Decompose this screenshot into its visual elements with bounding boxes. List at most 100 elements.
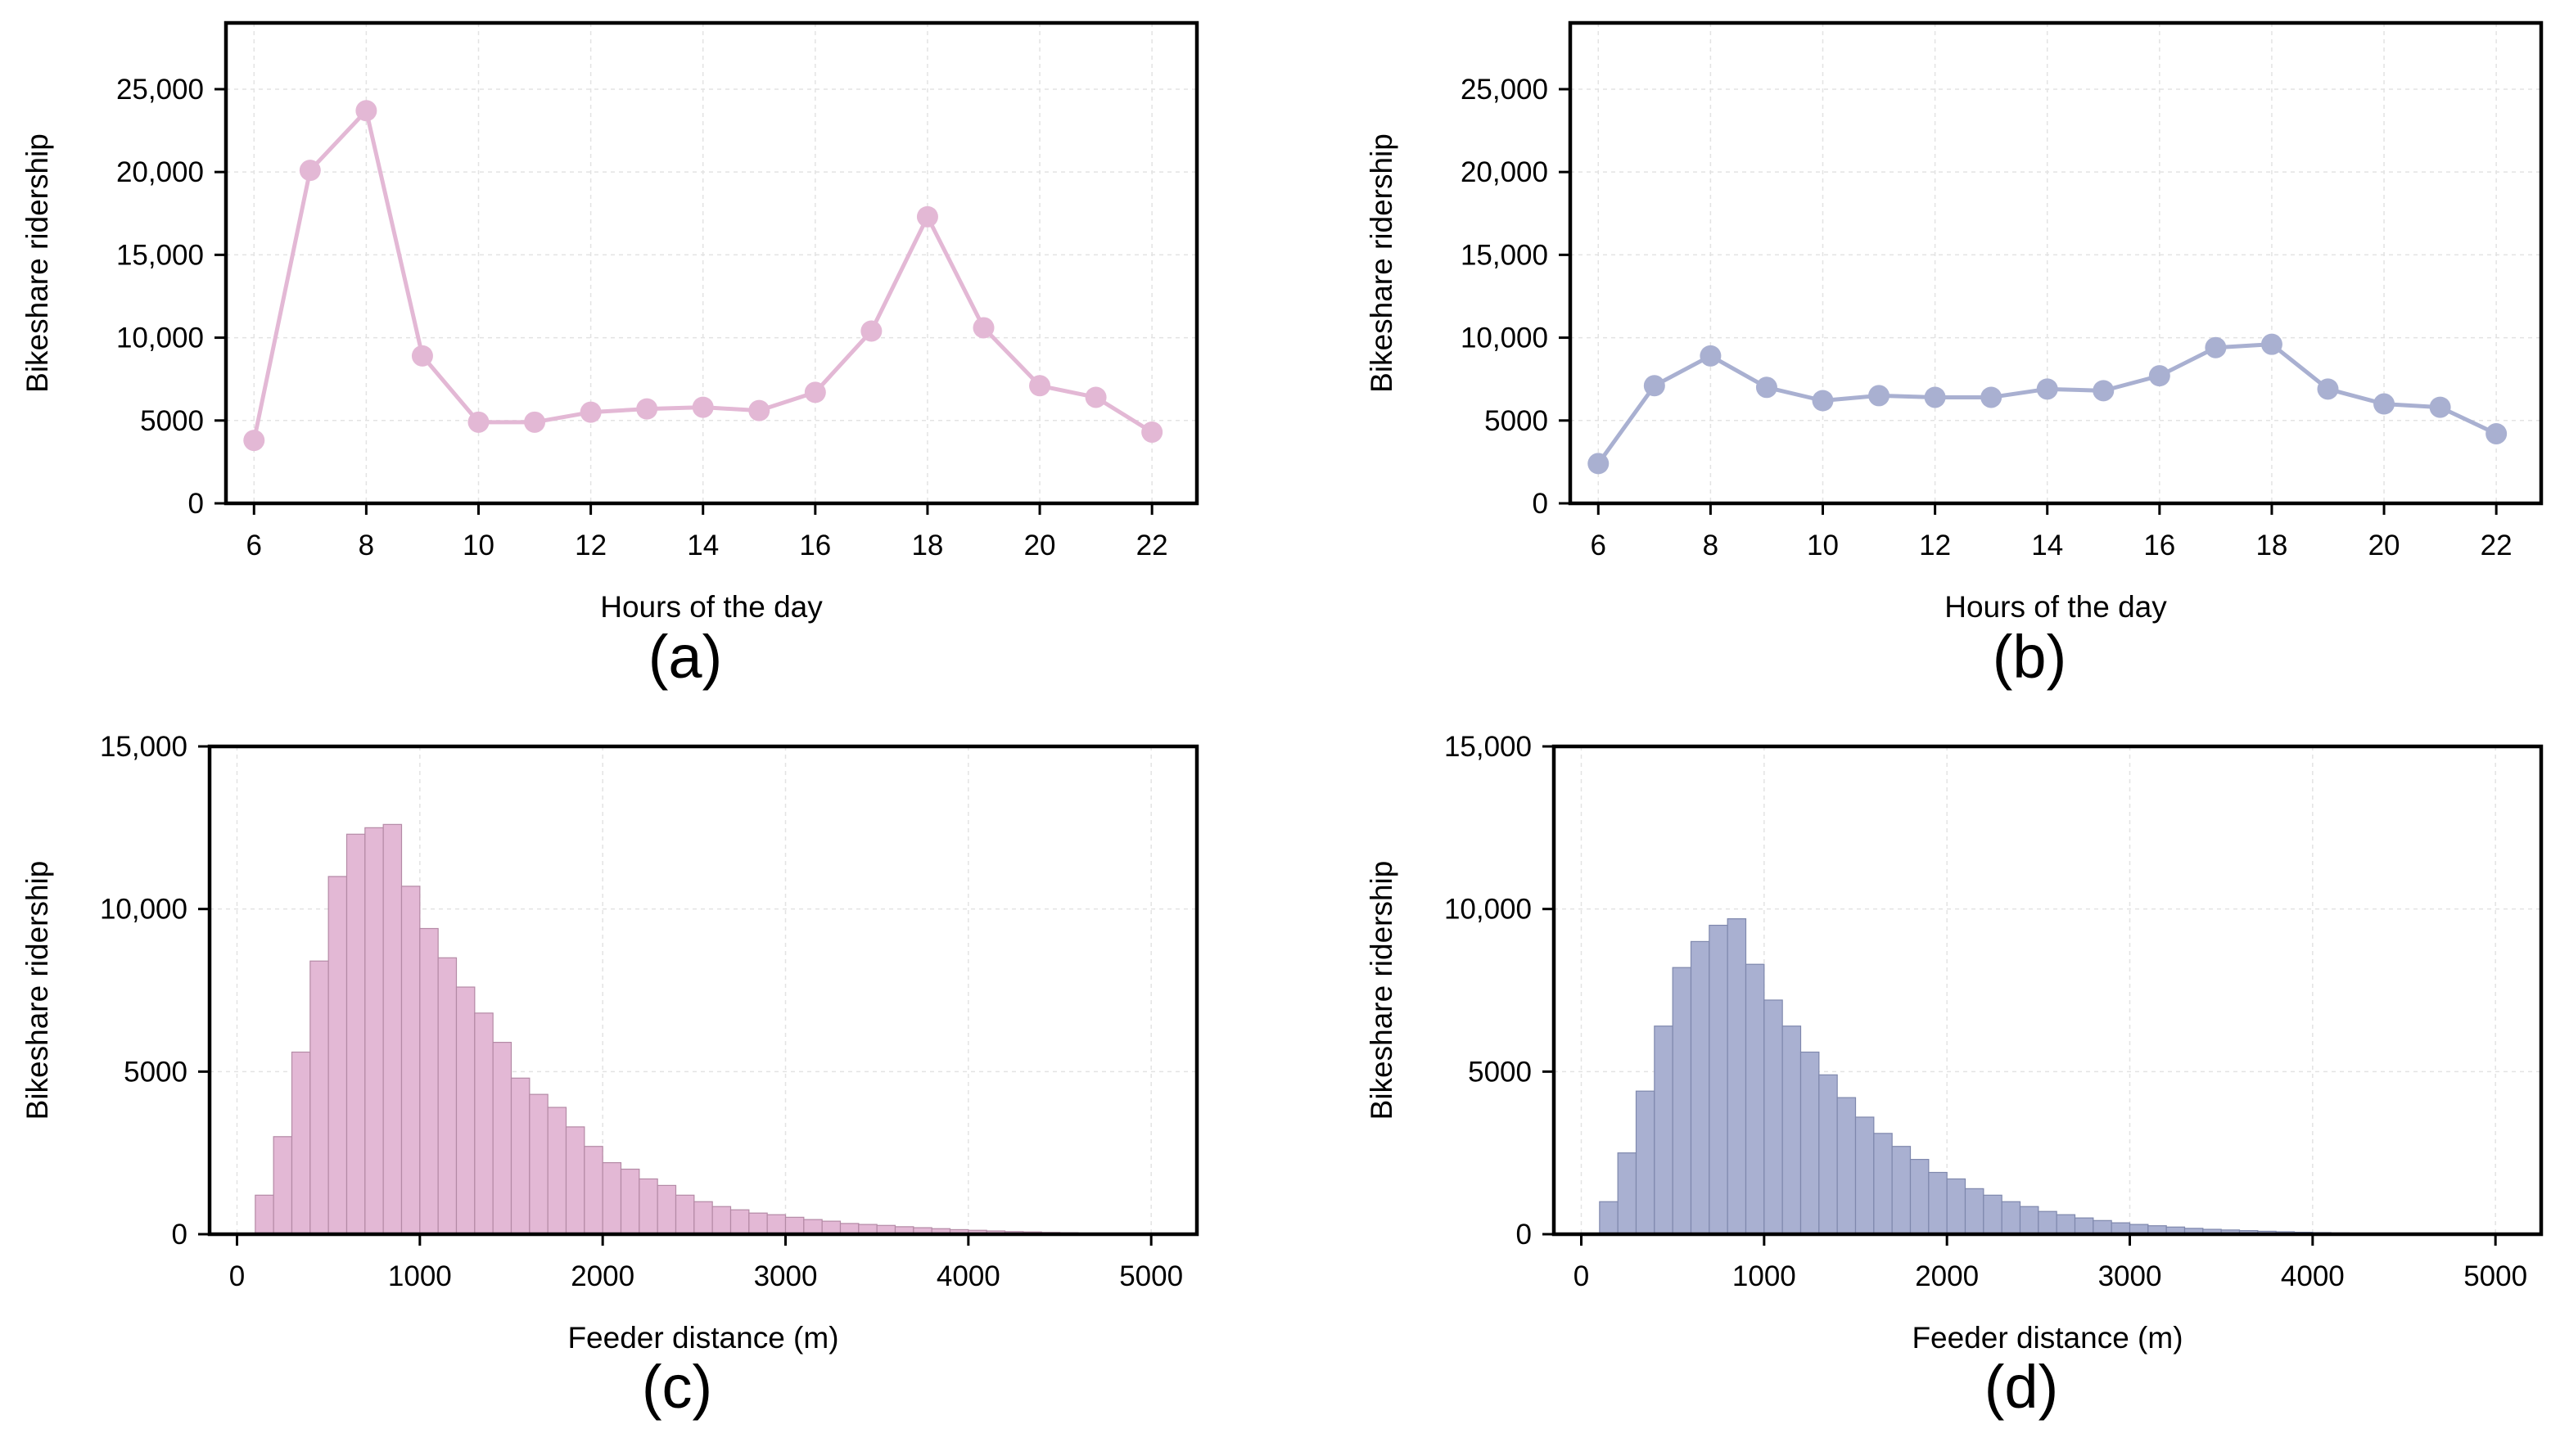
data-point: [1700, 345, 1722, 367]
data-point: [860, 320, 883, 342]
histogram-bar: [748, 1212, 768, 1235]
x-tick-label: 5000: [1119, 1260, 1183, 1292]
x-axis-label: Feeder distance (m): [567, 1321, 838, 1355]
histogram-bar: [1818, 1074, 1838, 1235]
panel-letter: (b): [1993, 623, 2066, 691]
data-point: [2093, 380, 2115, 402]
x-tick-label: 14: [687, 530, 719, 561]
data-point: [636, 398, 658, 420]
x-tick-label: 1000: [388, 1260, 452, 1292]
histogram-bar: [2038, 1210, 2057, 1235]
data-point: [1924, 386, 1946, 408]
x-tick-label: 2000: [571, 1260, 634, 1292]
data-point: [2036, 378, 2058, 400]
x-tick-label: 3000: [2098, 1260, 2162, 1292]
histogram-bar: [419, 927, 439, 1235]
panel-a: 6 8 10 12 14 16 18 20 22 0 5000 10,000 15,000 20,000 2…: [20, 20, 1199, 691]
histogram-bar: [364, 827, 384, 1235]
histogram-bar: [711, 1206, 732, 1235]
axes-frame: [1551, 744, 2544, 1237]
x-axis-label: Hours of the day: [1944, 590, 2167, 624]
data-point: [973, 317, 995, 339]
histogram-bar: [821, 1220, 842, 1235]
histogram-bar: [2001, 1201, 2021, 1235]
data-point: [1643, 375, 1665, 397]
histogram-bar: [729, 1209, 750, 1235]
x-tick-label: 18: [911, 530, 943, 561]
data-point: [524, 411, 546, 433]
panel-letter: (c): [642, 1353, 712, 1421]
y-tick-label: 0: [172, 1219, 187, 1251]
histogram-bar: [1946, 1178, 1966, 1235]
histogram-bar: [1799, 1051, 1820, 1235]
histogram-bar: [529, 1093, 549, 1235]
x-tick-label: 0: [229, 1260, 245, 1292]
y-tick-label: 25,000: [1461, 74, 1548, 106]
histogram-bar: [1964, 1188, 1984, 1235]
histogram-bar: [255, 1194, 274, 1235]
histogram-bar: [1654, 1026, 1673, 1235]
data-point: [1029, 375, 1051, 397]
x-tick-label: 1000: [1732, 1260, 1796, 1292]
y-tick-label: 5000: [1468, 1056, 1532, 1088]
histogram-bar: [1727, 917, 1747, 1235]
histogram-bar: [803, 1219, 823, 1235]
x-tick-label: 16: [799, 530, 831, 561]
x-tick-label: 6: [1591, 530, 1606, 561]
y-tick-label: 15,000: [100, 731, 187, 763]
y-tick-label: 10,000: [1461, 322, 1548, 354]
data-point: [1141, 421, 1163, 443]
y-axis-label: Bikeshare ridership: [20, 133, 54, 393]
x-tick-label: 4000: [937, 1260, 1000, 1292]
x-tick-label: 4000: [2281, 1260, 2345, 1292]
data-point: [916, 205, 938, 228]
x-tick-label: 20: [2368, 530, 2400, 561]
histogram-bar: [382, 823, 403, 1235]
y-tick-label: 0: [1533, 488, 1548, 520]
x-tick-label: 12: [575, 530, 607, 561]
histogram-bar: [345, 833, 366, 1235]
axes-frame: [207, 744, 1199, 1237]
x-axis-label: Hours of the day: [600, 590, 823, 624]
y-axis-label: Bikeshare ridership: [20, 861, 54, 1120]
x-tick-label: 5000: [2463, 1260, 2527, 1292]
data-point: [243, 430, 265, 452]
x-tick-label: 3000: [754, 1260, 818, 1292]
y-tick-label: 10,000: [116, 322, 204, 354]
x-tick-label: 6: [246, 530, 262, 561]
histogram-bar: [1891, 1146, 1912, 1235]
data-point: [580, 401, 602, 423]
data-point: [1085, 386, 1107, 408]
y-axis-label: Bikeshare ridership: [1365, 861, 1398, 1120]
x-tick-label: 10: [1807, 530, 1839, 561]
x-tick-label: 16: [2143, 530, 2175, 561]
histogram-bar: [2074, 1217, 2094, 1235]
y-tick-label: 15,000: [116, 239, 204, 271]
histogram-bar: [565, 1126, 585, 1235]
x-tick-label: 12: [1919, 530, 1951, 561]
data-point: [411, 345, 433, 367]
y-tick-label: 20,000: [116, 156, 204, 188]
histogram-bar: [675, 1194, 695, 1235]
axes-frame: [1568, 20, 2544, 506]
x-tick-label: 2000: [1915, 1260, 1979, 1292]
histogram-bar: [291, 1051, 311, 1235]
histogram-bar: [1599, 1201, 1619, 1235]
histogram-bar: [1909, 1159, 1930, 1235]
x-tick-label: 8: [1703, 530, 1718, 561]
histogram-bar: [1763, 999, 1783, 1235]
x-tick-label: 14: [2031, 530, 2063, 561]
histogram-bar: [2056, 1214, 2076, 1235]
histogram-bar: [327, 876, 348, 1235]
histogram-bar: [1690, 940, 1710, 1235]
panel-letter: (a): [648, 623, 722, 691]
histogram-bar: [492, 1041, 512, 1235]
y-tick-label: 10,000: [100, 894, 187, 926]
histogram-bar: [584, 1146, 603, 1235]
data-point: [1587, 453, 1610, 475]
histogram-bar: [400, 886, 421, 1235]
histogram-bar: [474, 1012, 494, 1235]
histogram-bar: [1983, 1194, 2002, 1235]
histogram-bar: [1854, 1116, 1875, 1235]
